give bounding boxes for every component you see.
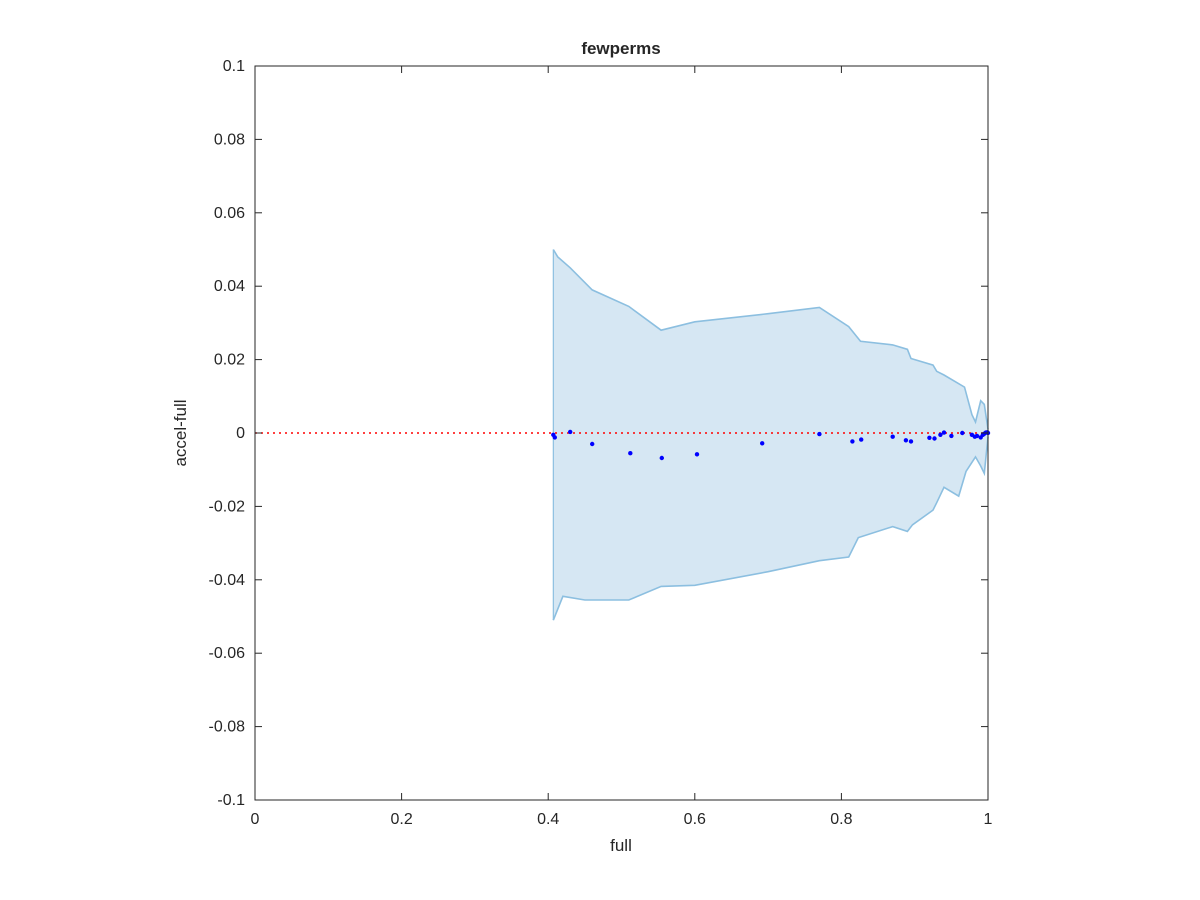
x-axis-label: full [610,836,632,855]
data-point [760,441,765,446]
y-axis-label: accel-full [171,399,190,466]
confidence-band-layer [552,249,989,621]
data-point [659,455,664,461]
data-point [817,431,822,437]
confidence-band-upper-edge [552,249,989,430]
data-point [859,437,864,442]
y-axis-ticks: 0.1 0.08 0.06 0.04 0.02 0 -0.02 -0.04 -0.06 -0.08… [209,58,988,809]
data-point [938,432,943,437]
confidence-band-area [553,249,988,621]
y-tick-label: -0.02 [209,498,246,515]
x-tick-label: 1 [984,811,993,828]
y-tick-label: -0.08 [209,719,246,736]
chart-title: fewperms [581,39,660,58]
y-tick-label: 0 [236,425,245,442]
x-axis-ticks: 0 0.2 0.4 0.6 0.8 1 [251,66,993,828]
data-point [590,441,595,447]
x-tick-label: 0.8 [830,811,852,828]
confidence-band-lower-edge [552,436,989,621]
x-tick-label: 0.4 [537,811,559,828]
y-tick-label: 0.06 [214,205,245,222]
x-tick-label: 0.6 [684,811,706,828]
x-tick-label: 0.2 [390,811,412,828]
y-tick-label: -0.06 [209,645,246,662]
data-point [908,439,914,444]
y-tick-label: 0.02 [214,352,245,369]
data-point [949,433,954,439]
x-tick-label: 0 [251,811,260,828]
y-tick-label: -0.1 [217,792,245,809]
y-tick-label: -0.04 [209,572,246,589]
data-point [974,433,980,439]
data-point [628,451,633,456]
data-point [941,430,947,435]
data-point [694,452,700,457]
data-point [903,438,909,443]
data-points-layer [551,429,991,461]
y-tick-label: 0.1 [223,58,245,75]
data-point [568,429,573,435]
data-point [932,436,937,441]
data-point [890,434,895,439]
data-point [552,435,557,440]
data-point [927,435,932,440]
y-tick-label: 0.04 [214,278,245,295]
data-point [960,430,965,436]
data-point [850,439,855,444]
y-tick-label: 0.08 [214,131,245,148]
